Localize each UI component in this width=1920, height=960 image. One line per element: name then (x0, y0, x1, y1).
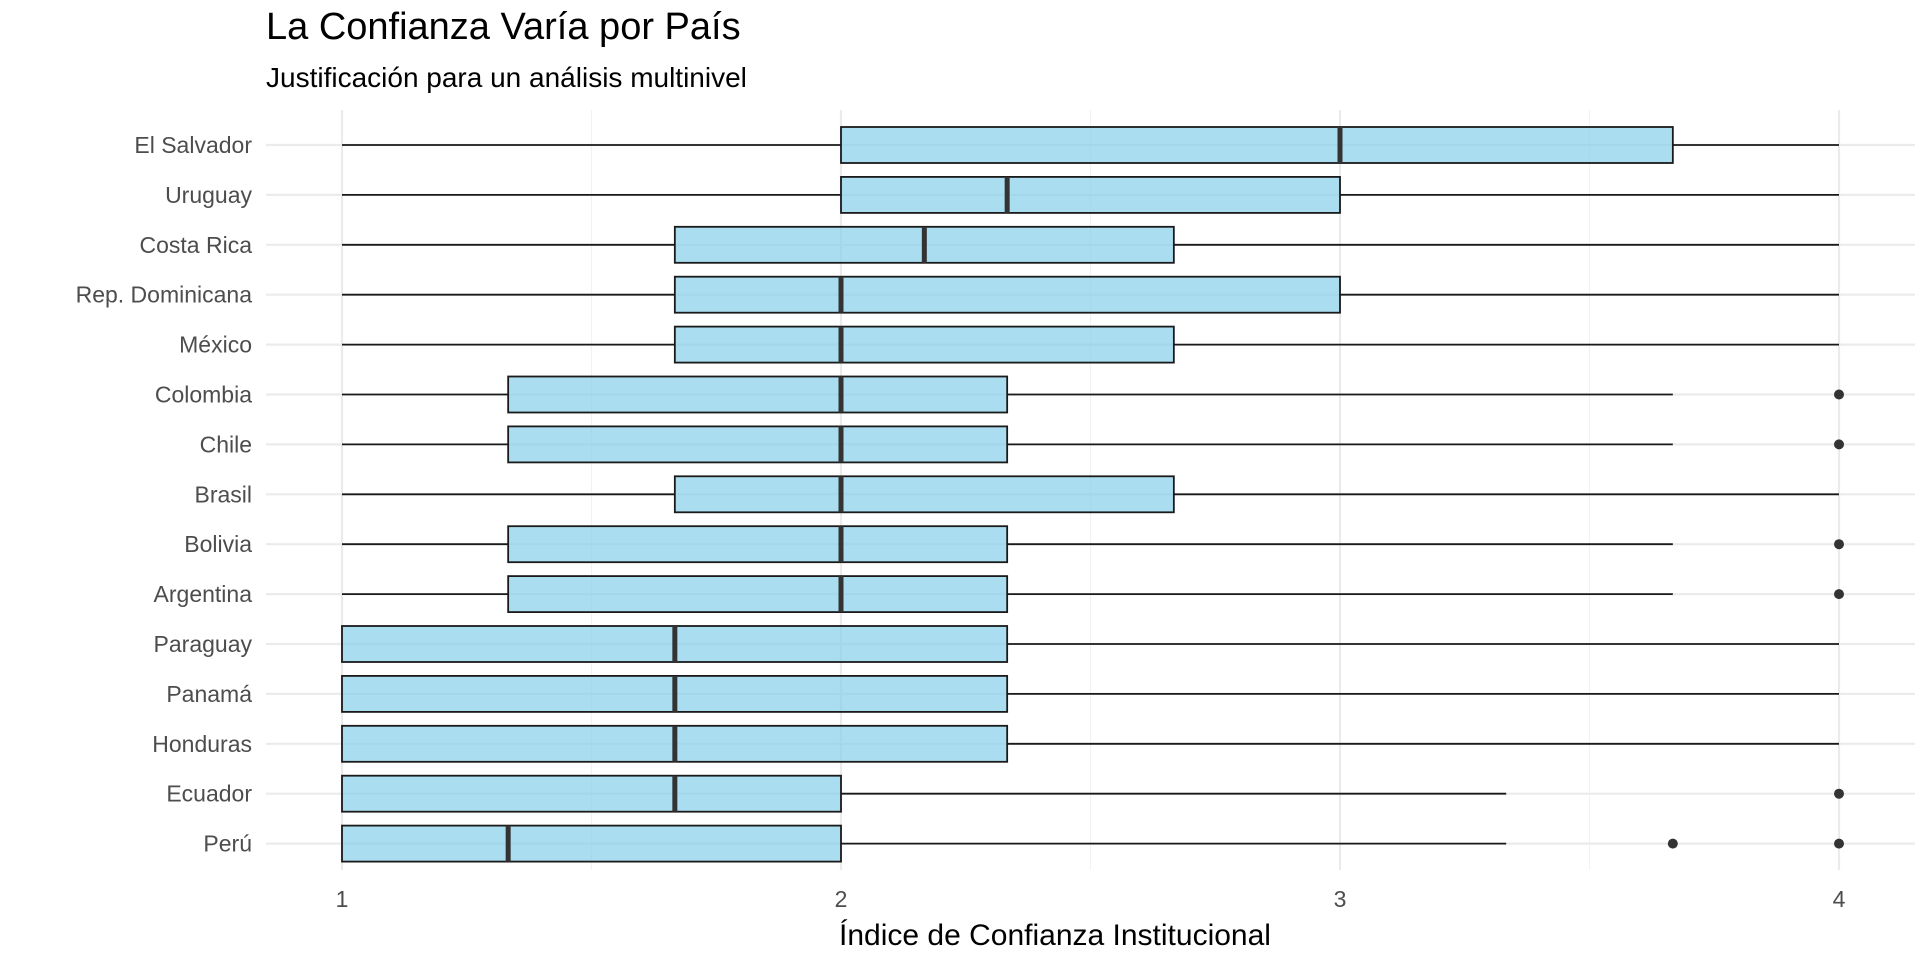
outlier-point (1667, 838, 1678, 849)
category-label: Perú (203, 831, 252, 857)
category-label: Paraguay (154, 631, 253, 657)
outlier-point (1834, 439, 1844, 450)
x-tick-label: 3 (1334, 886, 1347, 912)
iqr-box (341, 774, 842, 813)
iqr-box (507, 525, 1009, 564)
category-label: Bolivia (184, 531, 252, 557)
x-tick-label: 4 (1833, 886, 1846, 912)
category-label: Argentina (154, 581, 253, 607)
category-label: Costa Rica (140, 232, 253, 258)
outlier-point (1834, 788, 1844, 799)
outlier-point (1834, 838, 1844, 849)
category-label: Brasil (194, 481, 252, 507)
outlier-point (1834, 539, 1844, 550)
iqr-box (840, 126, 1674, 164)
iqr-box (673, 275, 1341, 314)
category-label: México (179, 332, 252, 358)
category-label: El Salvador (134, 132, 252, 158)
category-label: Chile (200, 431, 252, 457)
category-label: Rep. Dominicana (76, 282, 253, 308)
category-label: Panamá (166, 681, 252, 707)
iqr-box (341, 824, 842, 863)
outlier-point (1834, 389, 1844, 400)
iqr-box (673, 475, 1175, 514)
chart-subtitle: Justificación para un análisis multinive… (266, 62, 747, 93)
iqr-box (507, 425, 1009, 464)
box-layer (341, 126, 1844, 863)
x-tick-label: 2 (835, 886, 848, 912)
chart-title: La Confianza Varía por País (266, 6, 741, 48)
label-layer: 1 2 3 4 El Salvador Uruguay Costa Rica Rep. Dom… (76, 132, 1846, 912)
iqr-box (673, 325, 1175, 364)
iqr-box (840, 175, 1341, 214)
outlier-point (1834, 589, 1844, 600)
category-label: Colombia (155, 382, 252, 408)
category-label: Uruguay (165, 182, 252, 208)
x-tick-label: 1 (336, 886, 349, 912)
iqr-box (507, 575, 1009, 613)
x-axis-title: Índice de Confianza Institucional (839, 919, 1271, 952)
category-label: Honduras (152, 731, 252, 757)
iqr-box (507, 375, 1009, 414)
category-label: Ecuador (166, 781, 252, 807)
